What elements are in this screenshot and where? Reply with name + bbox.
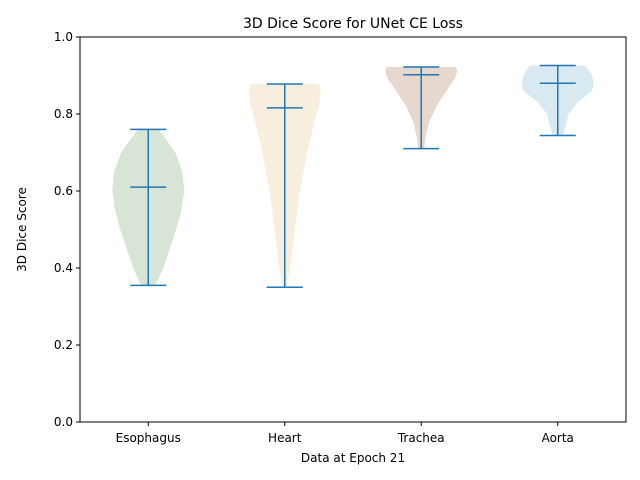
x-tick-label: Aorta xyxy=(542,431,574,445)
statistic-lines-layer xyxy=(130,64,576,288)
y-tick-label: 0.2 xyxy=(54,338,73,352)
x-tick-label: Heart xyxy=(268,431,302,445)
y-axis-title: 3D Dice Score xyxy=(15,187,29,272)
y-tick-label: 0.6 xyxy=(54,184,73,198)
chart-title: 3D Dice Score for UNet CE Loss xyxy=(243,16,463,32)
plot-frame xyxy=(79,36,627,423)
y-tick-label: 1.0 xyxy=(54,30,73,44)
x-tick-label: Esophagus xyxy=(116,431,181,445)
x-tick-label: Trachea xyxy=(397,431,445,445)
y-axis-ticks: 0.0 0.2 0.4 0.6 0.8 1.0 xyxy=(54,30,80,429)
x-axis-title: Data at Epoch 21 xyxy=(301,451,405,465)
y-tick-label: 0.8 xyxy=(54,107,73,121)
y-tick-label: 0.4 xyxy=(54,261,73,275)
x-axis-ticks: Esophagus Heart Trachea Aorta xyxy=(116,422,574,445)
violin-layer xyxy=(112,65,594,288)
y-tick-label: 0.0 xyxy=(54,415,73,429)
